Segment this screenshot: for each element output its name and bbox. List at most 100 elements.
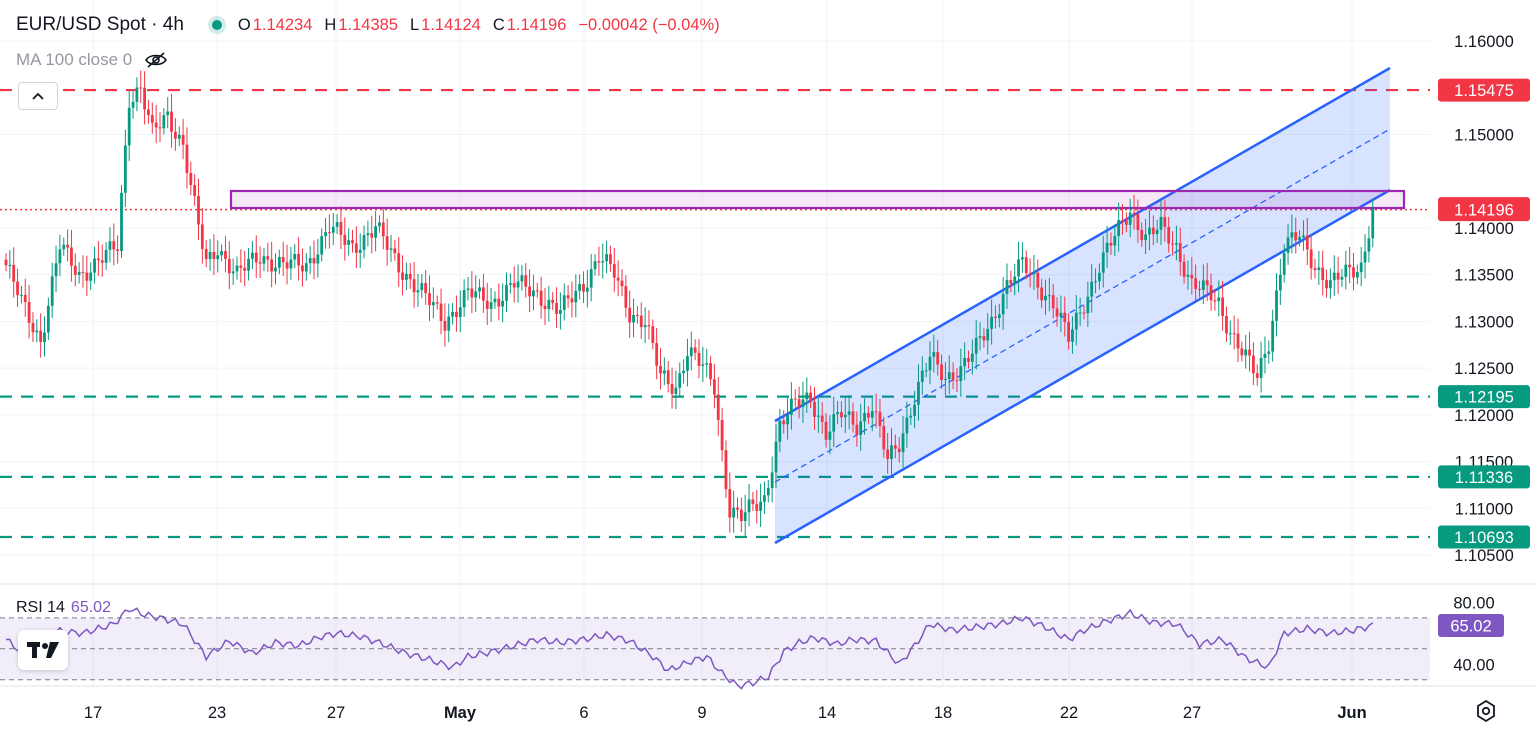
candle-body (424, 283, 428, 294)
candle-body (974, 337, 978, 354)
candle-body (89, 272, 93, 281)
candle-body (793, 398, 797, 400)
candle-body (301, 265, 304, 272)
candle-body (324, 232, 327, 237)
candle-body (662, 370, 666, 374)
candle-body (12, 264, 16, 282)
price-tick-label: 1.13000 (1454, 313, 1514, 331)
candle-body (874, 411, 878, 413)
candle-body (763, 495, 766, 502)
candle-body (897, 448, 901, 453)
candle-body (1240, 348, 1244, 356)
candle-body (354, 243, 358, 253)
horizontal-levels (0, 88, 1430, 539)
tradingview-logo[interactable] (18, 630, 68, 670)
candle-body (227, 258, 231, 274)
candle-body (147, 109, 150, 116)
candle-body (1332, 272, 1336, 281)
candle-body (520, 275, 524, 282)
candle-body (944, 379, 947, 381)
candle-body (920, 370, 924, 382)
candle-body (1055, 308, 1059, 317)
candle-body (913, 404, 916, 416)
gear-icon[interactable] (1474, 699, 1498, 723)
candle-body (1148, 227, 1151, 235)
candle-body (697, 352, 701, 366)
candle-body (1113, 235, 1117, 246)
candle-body (70, 247, 73, 266)
candle-body (755, 504, 759, 511)
candle-body (58, 249, 62, 264)
candle-body (170, 111, 173, 132)
candle-body (485, 300, 489, 310)
collapse-legend-button[interactable] (18, 82, 58, 110)
candle-body (262, 256, 266, 264)
candle-body (551, 299, 555, 303)
candle-body (131, 101, 135, 108)
eye-slash-icon[interactable] (144, 51, 168, 69)
candle-body (281, 257, 285, 263)
candle-body (1236, 333, 1240, 349)
candle-body (4, 259, 8, 266)
candle-body (1317, 267, 1321, 271)
price-tick-label: 1.11000 (1455, 500, 1513, 518)
candle-body (1348, 264, 1352, 268)
candle-body (1286, 237, 1290, 253)
candle-body (331, 226, 335, 233)
candle-body (986, 328, 990, 341)
candle-body (786, 414, 789, 425)
candle-body (840, 412, 843, 418)
candle-body (381, 222, 385, 237)
ohlc-values: O 1.14234 H 1.14385 L 1.14124 C 1.14196 −0.0… (238, 16, 732, 35)
candle-body (439, 303, 443, 321)
candle-body (397, 253, 401, 273)
candle-body (1232, 333, 1236, 335)
price-label-box (1438, 465, 1530, 489)
candle-body (555, 302, 558, 314)
candle-body (497, 298, 501, 307)
price-label: 1.12195 (1454, 389, 1514, 407)
candle-body (890, 445, 893, 459)
candle-body (1352, 267, 1355, 278)
candle-body (917, 381, 920, 405)
candle-body (100, 260, 104, 263)
candle-body (636, 314, 639, 316)
candle-body (1221, 297, 1224, 316)
candle-body (177, 134, 181, 139)
candle-body (54, 263, 58, 277)
candle-body (770, 472, 774, 489)
candle-body (651, 326, 655, 344)
candle-body (878, 411, 882, 427)
candle-body (474, 291, 478, 298)
rsi-pane (0, 607, 1430, 690)
time-tick-label: 27 (327, 704, 345, 722)
candle-body (1321, 267, 1325, 281)
candle-body (963, 358, 967, 367)
price-tick-label: 1.16000 (1454, 33, 1514, 51)
candle-body (1325, 280, 1328, 289)
tradingview-logo-icon (27, 642, 59, 658)
candle-body (46, 305, 50, 333)
candle-body (620, 280, 624, 287)
candle-body (805, 392, 809, 400)
candle-body (351, 240, 354, 244)
candle-body (1167, 226, 1171, 244)
price-tick-label: 1.12500 (1454, 360, 1514, 378)
candle-body (293, 253, 297, 260)
price-tick-label: 1.13500 (1454, 267, 1514, 285)
channel-lower-line (774, 188, 1391, 545)
candle-body (1009, 280, 1013, 284)
candle-body (378, 222, 381, 227)
candle-body (1252, 355, 1255, 374)
chevron-up-icon (32, 92, 44, 100)
candle-body (1024, 257, 1028, 274)
candle-body (143, 87, 146, 110)
symbol-title[interactable]: EUR/USD Spot · 4h (16, 14, 184, 35)
candle-body (158, 127, 162, 129)
ma-indicator-legend[interactable]: MA 100 close 0 (16, 50, 168, 70)
time-tick-label: 22 (1060, 704, 1078, 722)
candle-body (855, 424, 859, 435)
candle-body (216, 255, 220, 260)
rsi-legend[interactable]: RSI 14 65.02 (16, 599, 111, 617)
